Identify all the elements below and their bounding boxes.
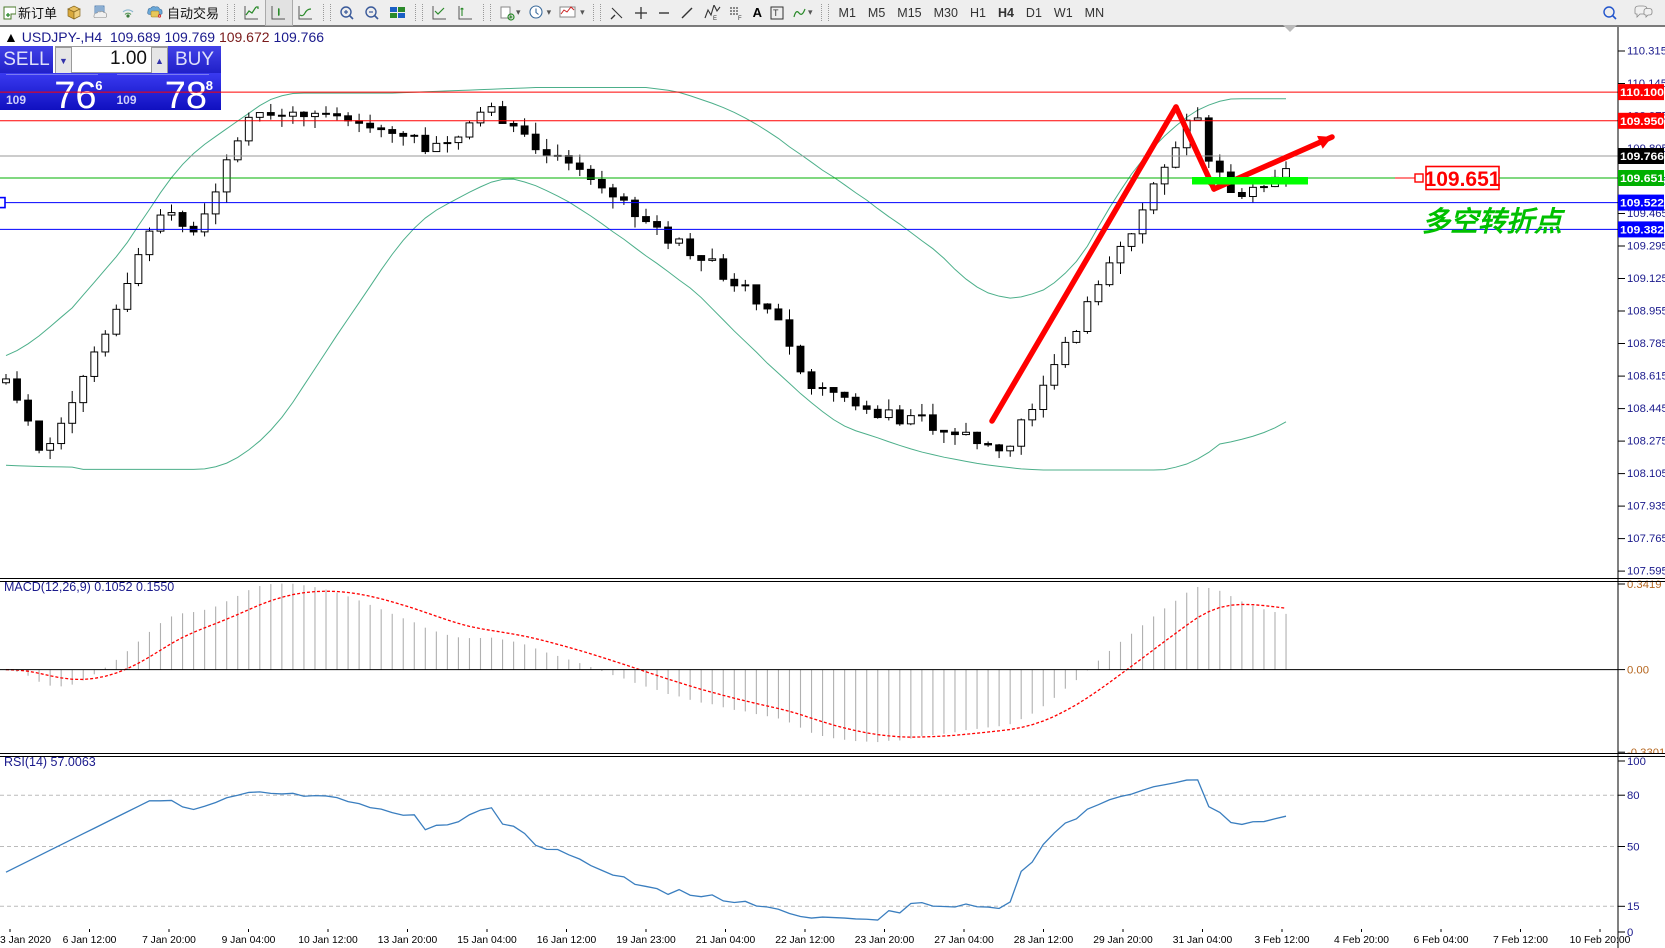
svg-text:107.765: 107.765 xyxy=(1627,533,1665,545)
svg-text:21 Jan 04:00: 21 Jan 04:00 xyxy=(696,935,756,946)
svg-text:3 Feb 12:00: 3 Feb 12:00 xyxy=(1255,935,1310,946)
svg-text:109.125: 109.125 xyxy=(1627,273,1665,285)
svg-text:19 Jan 23:00: 19 Jan 23:00 xyxy=(616,935,676,946)
svg-text:7 Feb 12:00: 7 Feb 12:00 xyxy=(1493,935,1548,946)
svg-text:108.785: 108.785 xyxy=(1627,338,1665,350)
svg-text:27 Jan 04:00: 27 Jan 04:00 xyxy=(934,935,994,946)
svg-text:7 Jan 20:00: 7 Jan 20:00 xyxy=(142,935,196,946)
svg-text:29 Jan 20:00: 29 Jan 20:00 xyxy=(1093,935,1153,946)
svg-text:15: 15 xyxy=(1627,901,1640,913)
svg-text:E: E xyxy=(713,16,717,21)
svg-text:4 Feb 20:00: 4 Feb 20:00 xyxy=(1334,935,1389,946)
svg-text:6 Feb 04:00: 6 Feb 04:00 xyxy=(1414,935,1469,946)
svg-text:108.445: 108.445 xyxy=(1627,403,1665,415)
svg-text:107.935: 107.935 xyxy=(1627,501,1665,513)
svg-text:31 Jan 04:00: 31 Jan 04:00 xyxy=(1173,935,1233,946)
svg-text:107.595: 107.595 xyxy=(1627,566,1665,578)
svg-text:22 Jan 12:00: 22 Jan 12:00 xyxy=(775,935,835,946)
svg-text:23 Jan 20:00: 23 Jan 20:00 xyxy=(855,935,915,946)
svg-text:110.100: 110.100 xyxy=(1620,87,1664,99)
svg-text:RSI(14) 57.0063: RSI(14) 57.0063 xyxy=(4,755,96,769)
svg-text:109.522: 109.522 xyxy=(1620,198,1664,210)
svg-text:80: 80 xyxy=(1627,790,1640,802)
svg-text:100: 100 xyxy=(1627,756,1646,768)
svg-text:28 Jan 12:00: 28 Jan 12:00 xyxy=(1014,935,1074,946)
svg-text:109.295: 109.295 xyxy=(1627,241,1665,253)
svg-text:108.275: 108.275 xyxy=(1627,436,1665,448)
svg-text:109.651: 109.651 xyxy=(1425,168,1501,191)
svg-text:多空转折点: 多空转折点 xyxy=(1422,206,1566,237)
svg-text:108.955: 108.955 xyxy=(1627,306,1665,318)
svg-text:109.382: 109.382 xyxy=(1620,224,1664,236)
svg-text:MACD(12,26,9) 0.1052 0.1550: MACD(12,26,9) 0.1052 0.1550 xyxy=(4,580,174,594)
svg-text:16 Jan 12:00: 16 Jan 12:00 xyxy=(537,935,597,946)
svg-text:50: 50 xyxy=(1627,841,1640,853)
svg-text:13 Jan 20:00: 13 Jan 20:00 xyxy=(378,935,438,946)
svg-text:109.651: 109.651 xyxy=(1620,173,1664,185)
svg-text:15 Jan 04:00: 15 Jan 04:00 xyxy=(457,935,517,946)
svg-text:6 Jan 12:00: 6 Jan 12:00 xyxy=(63,935,117,946)
svg-text:110.315: 110.315 xyxy=(1627,46,1665,58)
svg-text:9 Jan 04:00: 9 Jan 04:00 xyxy=(222,935,276,946)
svg-text:T: T xyxy=(773,8,779,18)
svg-text:F: F xyxy=(738,16,742,21)
svg-text:3 Jan 2020: 3 Jan 2020 xyxy=(0,935,51,946)
svg-text:10 Feb 20:00: 10 Feb 20:00 xyxy=(1570,935,1631,946)
svg-text:109.950: 109.950 xyxy=(1620,116,1664,128)
svg-text:108.105: 108.105 xyxy=(1627,468,1665,480)
svg-text:109.766: 109.766 xyxy=(1620,151,1664,163)
svg-text:10 Jan 12:00: 10 Jan 12:00 xyxy=(298,935,358,946)
svg-text:0.00: 0.00 xyxy=(1627,664,1649,676)
svg-text:0.3419: 0.3419 xyxy=(1627,579,1662,591)
svg-text:108.615: 108.615 xyxy=(1627,371,1665,383)
